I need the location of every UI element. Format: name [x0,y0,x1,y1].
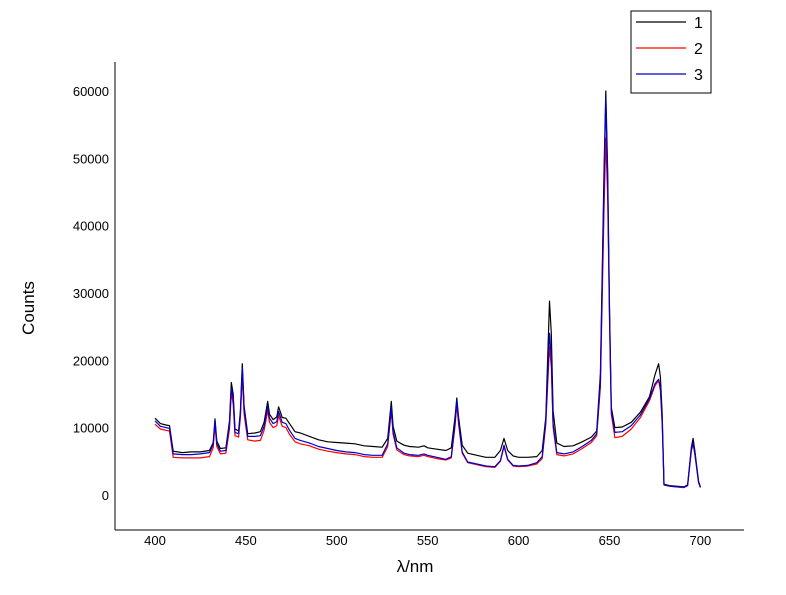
y-tick-labels: 0 10000 20000 30000 40000 50000 60000 [73,84,109,503]
legend-box [630,10,712,94]
legend-label-3: 3 [694,67,703,84]
y-tick-label: 10000 [73,421,109,436]
y-tick-label: 0 [102,488,109,503]
legend-label-1: 1 [694,15,703,32]
y-tick-label: 20000 [73,353,109,368]
x-tick-label: 450 [235,533,257,548]
series-line-2 [154,137,701,489]
x-tick-label: 600 [508,533,530,548]
legend-label-2: 2 [694,41,703,58]
plot-lines [154,90,701,489]
y-tick-label: 60000 [73,84,109,99]
x-tick-label: 650 [599,533,621,548]
x-tick-label: 550 [417,533,439,548]
y-tick-label: 30000 [73,286,109,301]
y-tick-label: 50000 [73,151,109,166]
y-tick-label: 40000 [73,219,109,234]
x-tick-label: 400 [144,533,166,548]
legend: 1 2 3 [630,10,712,94]
series-line-3 [154,97,701,488]
x-tick-label: 700 [690,533,712,548]
y-axis-title: Counts [19,281,38,335]
series-line-1 [154,90,701,488]
x-tick-labels: 400 450 500 550 600 650 700 [144,533,711,548]
x-axis-title: λ/nm [397,557,434,576]
x-tick-label: 500 [326,533,348,548]
